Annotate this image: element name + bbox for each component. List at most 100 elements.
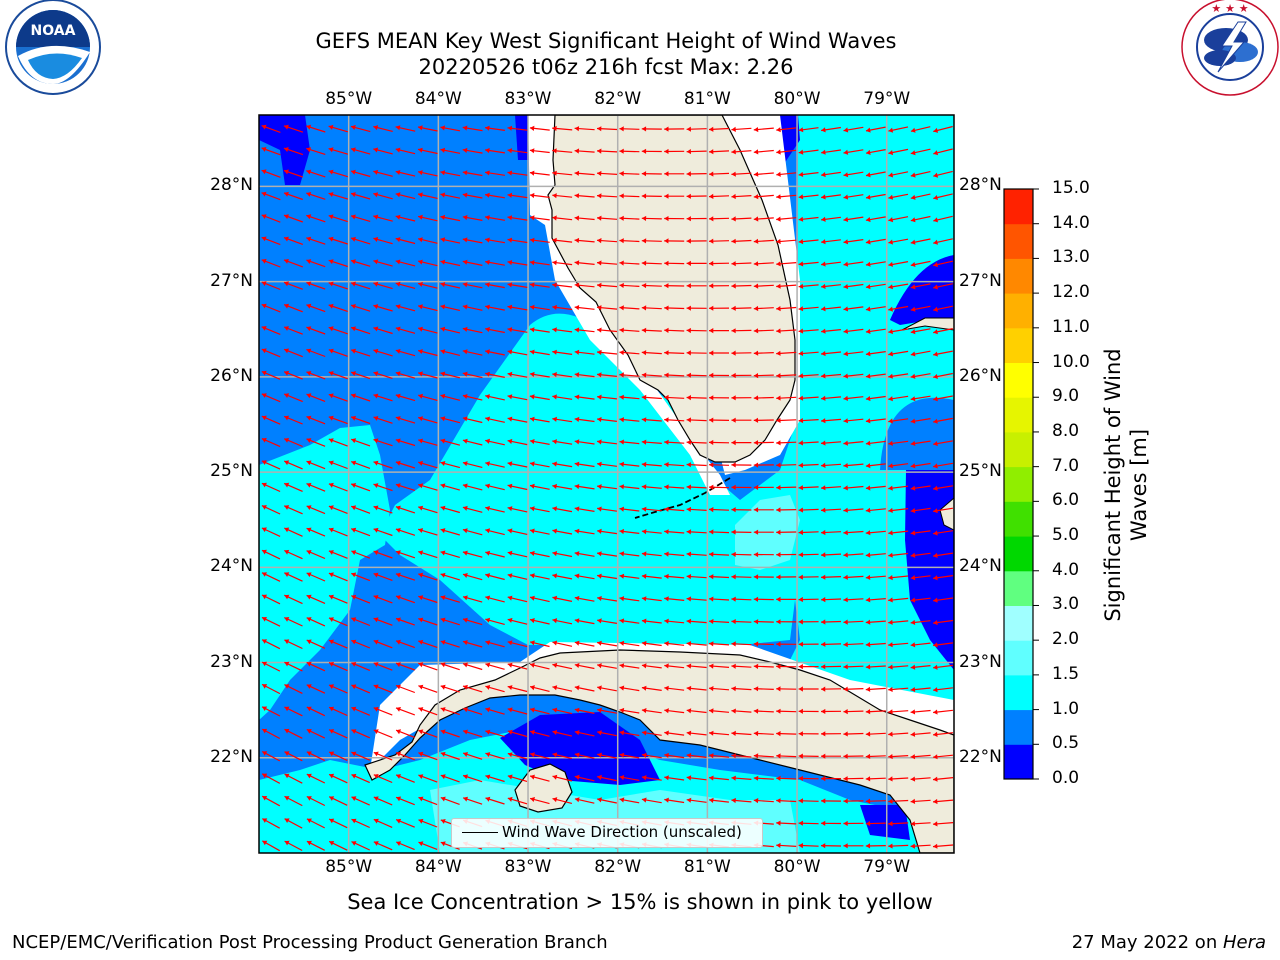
wind-arrow-head bbox=[306, 818, 312, 824]
wind-arrow-head bbox=[821, 753, 826, 759]
wind-arrow-head bbox=[306, 594, 312, 600]
wind-arrow-head bbox=[821, 306, 826, 312]
wind-arrow-head bbox=[373, 281, 379, 287]
map-legend: Wind Wave Direction (unscaled) bbox=[451, 818, 763, 848]
wind-arrow-head bbox=[641, 327, 647, 333]
wind-arrow-head bbox=[552, 595, 558, 601]
wind-arrow-head bbox=[395, 550, 401, 556]
wind-arrow-head bbox=[462, 215, 468, 221]
wind-arrow-head bbox=[284, 482, 290, 488]
wind-arrow-head bbox=[284, 281, 289, 287]
wind-arrow-head bbox=[329, 773, 335, 779]
wind-arrow-head bbox=[329, 841, 335, 846]
wind-arrow-head bbox=[910, 127, 916, 133]
wind-arrow-head bbox=[306, 371, 312, 376]
wind-arrow-head bbox=[418, 393, 423, 399]
wind-arrow-head bbox=[440, 751, 446, 757]
wind-arrow-head bbox=[261, 281, 267, 287]
wind-arrow-head bbox=[328, 415, 334, 421]
wind-arrow-head bbox=[328, 192, 334, 197]
wind-arrow-head bbox=[686, 663, 692, 669]
lat-label-left: 24°N bbox=[210, 556, 253, 577]
wind-arrow-head bbox=[261, 326, 267, 331]
wind-arrow-head bbox=[284, 505, 290, 510]
wind-arrow-head bbox=[462, 528, 468, 534]
wind-arrow-head bbox=[306, 393, 312, 399]
wind-arrow-head bbox=[328, 236, 334, 242]
wind-arrow-head bbox=[686, 574, 692, 580]
nws-logo: ★ ★ ★ bbox=[1181, 0, 1279, 96]
colorbar-swatch bbox=[1004, 431, 1033, 468]
wind-arrow-head bbox=[731, 529, 736, 535]
wind-arrow-head bbox=[462, 259, 468, 265]
wind-arrow-head bbox=[485, 685, 491, 690]
wind-arrow-head bbox=[910, 687, 916, 693]
wind-arrow-head bbox=[597, 260, 602, 266]
wind-arrow-head bbox=[641, 193, 647, 199]
wind-arrow-head bbox=[396, 796, 402, 802]
wind-arrow-head bbox=[709, 283, 714, 289]
wind-arrow-head bbox=[485, 617, 491, 623]
wind-arrow-head bbox=[843, 418, 848, 424]
wind-arrow-head bbox=[395, 505, 401, 511]
wind-arrow-head bbox=[709, 730, 714, 736]
wind-arrow-head bbox=[306, 303, 312, 309]
wind-arrow-head bbox=[619, 193, 624, 199]
lon-label-top: 84°W bbox=[414, 89, 462, 109]
wind-arrow-head bbox=[597, 797, 602, 803]
wind-arrow-head bbox=[686, 641, 692, 647]
wind-arrow-head bbox=[641, 730, 647, 736]
wind-arrow-head bbox=[865, 552, 871, 558]
wind-arrow-head bbox=[329, 617, 334, 622]
wind-arrow-head bbox=[731, 193, 736, 200]
wind-arrow-head bbox=[485, 573, 491, 579]
wind-arrow-head bbox=[888, 597, 893, 603]
wind-arrow-head bbox=[462, 125, 468, 131]
wind-arrow-head bbox=[440, 125, 446, 131]
wind-arrow-head bbox=[641, 752, 647, 758]
wind-arrow-head bbox=[641, 260, 647, 266]
wind-arrow-head bbox=[552, 797, 558, 803]
wind-arrow-head bbox=[552, 439, 557, 445]
wind-arrow-head bbox=[530, 573, 535, 579]
wind-arrow-head bbox=[933, 239, 938, 245]
wind-arrow-head bbox=[351, 684, 357, 690]
wind-arrow-head bbox=[284, 236, 289, 242]
wind-arrow-head bbox=[395, 393, 401, 399]
wind-arrow-head bbox=[262, 594, 267, 600]
wind-arrow-head bbox=[821, 395, 826, 401]
wind-arrow-head bbox=[351, 214, 356, 220]
wind-arrow-head bbox=[507, 528, 513, 534]
wind-arrow-head bbox=[261, 527, 267, 533]
wind-arrow-head bbox=[306, 124, 312, 130]
wind-arrow-head bbox=[373, 438, 379, 444]
wind-arrow-head bbox=[306, 550, 312, 555]
wind-arrow-head bbox=[888, 686, 893, 692]
wind-arrow-head bbox=[753, 149, 759, 155]
wind-arrow-head bbox=[351, 236, 356, 242]
colorbar-tick-label: 4.0 bbox=[1052, 559, 1080, 580]
wind-arrow-head bbox=[552, 685, 558, 691]
wind-arrow-head bbox=[351, 393, 356, 399]
wind-arrow-head bbox=[664, 596, 669, 602]
wind-arrow-head bbox=[395, 147, 401, 153]
wind-arrow-head bbox=[552, 260, 557, 266]
wind-arrow-head bbox=[284, 191, 289, 197]
wind-arrow-head bbox=[552, 125, 557, 132]
wind-arrow-head bbox=[888, 306, 893, 312]
wind-arrow-head bbox=[597, 484, 602, 490]
wind-arrow-head bbox=[798, 798, 803, 804]
wind-arrow-head bbox=[753, 261, 759, 267]
wind-arrow-head bbox=[933, 731, 938, 737]
wind-arrow-head bbox=[910, 418, 916, 424]
wind-arrow-head bbox=[507, 371, 513, 377]
lat-label-left: 22°N bbox=[210, 746, 253, 767]
wind-arrow-head bbox=[306, 639, 312, 645]
colorbar-swatch bbox=[1004, 674, 1033, 711]
wind-arrow-head bbox=[910, 262, 916, 267]
wind-arrow-head bbox=[686, 529, 692, 535]
wind-arrow-head bbox=[373, 751, 379, 757]
wind-arrow-head bbox=[261, 258, 267, 264]
wind-arrow-head bbox=[462, 483, 468, 489]
wind-arrow-head bbox=[552, 573, 558, 579]
